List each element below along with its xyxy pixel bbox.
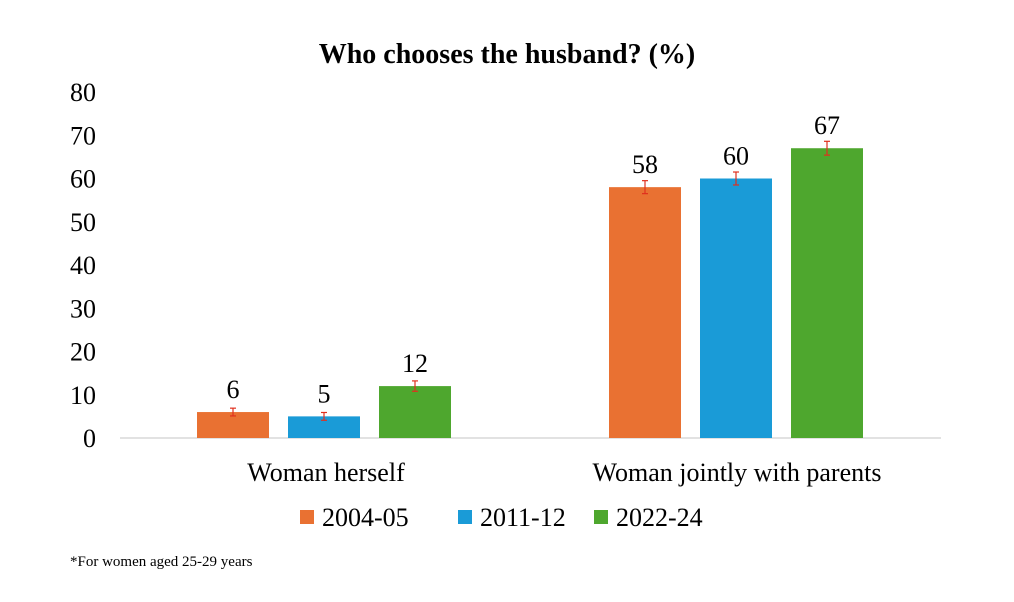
error-bar [412,380,418,392]
error-bar [230,407,236,417]
y-tick-label: 50 [70,208,96,237]
data-label: 5 [318,379,331,408]
footnote: *For women aged 25-29 years [70,554,253,570]
y-axis-ticks: 0 10 20 30 40 50 60 70 80 [70,78,96,453]
legend-label: 2022-24 [616,503,703,532]
bar-2022-24-0 [379,386,451,438]
error-bar [733,171,739,186]
data-label: 67 [814,111,840,140]
bar-2004-05-1 [609,187,681,438]
legend-label: 2011-12 [480,503,566,532]
legend-swatch [300,510,314,524]
error-bar [824,140,830,156]
error-bar [321,411,327,421]
bar-2022-24-1 [791,148,863,438]
legend-swatch [458,510,472,524]
chart-title: Who chooses the husband? (%) [319,39,696,70]
y-tick-label: 80 [70,78,96,107]
error-bar [642,180,648,195]
data-label: 60 [723,142,749,171]
y-tick-label: 30 [70,294,96,323]
y-tick-label: 70 [70,121,96,150]
legend-swatch [594,510,608,524]
data-label: 6 [227,375,240,404]
category-labels: Woman herself Woman jointly with parents [247,458,881,487]
y-tick-label: 60 [70,165,96,194]
legend: 2004-05 2011-12 2022-24 [300,503,703,532]
y-tick-label: 40 [70,251,96,280]
y-tick-label: 0 [83,424,96,453]
y-tick-label: 20 [70,338,96,367]
bars-group: 6 58 5 60 12 67 [197,111,863,438]
data-label: 12 [402,349,428,378]
bar-2011-12-1 [700,178,772,438]
legend-label: 2004-05 [322,503,409,532]
bar-2011-12-0 [288,416,360,438]
category-label: Woman herself [247,458,405,487]
data-label: 58 [632,150,658,179]
category-label: Woman jointly with parents [593,458,882,487]
y-tick-label: 10 [70,381,96,410]
